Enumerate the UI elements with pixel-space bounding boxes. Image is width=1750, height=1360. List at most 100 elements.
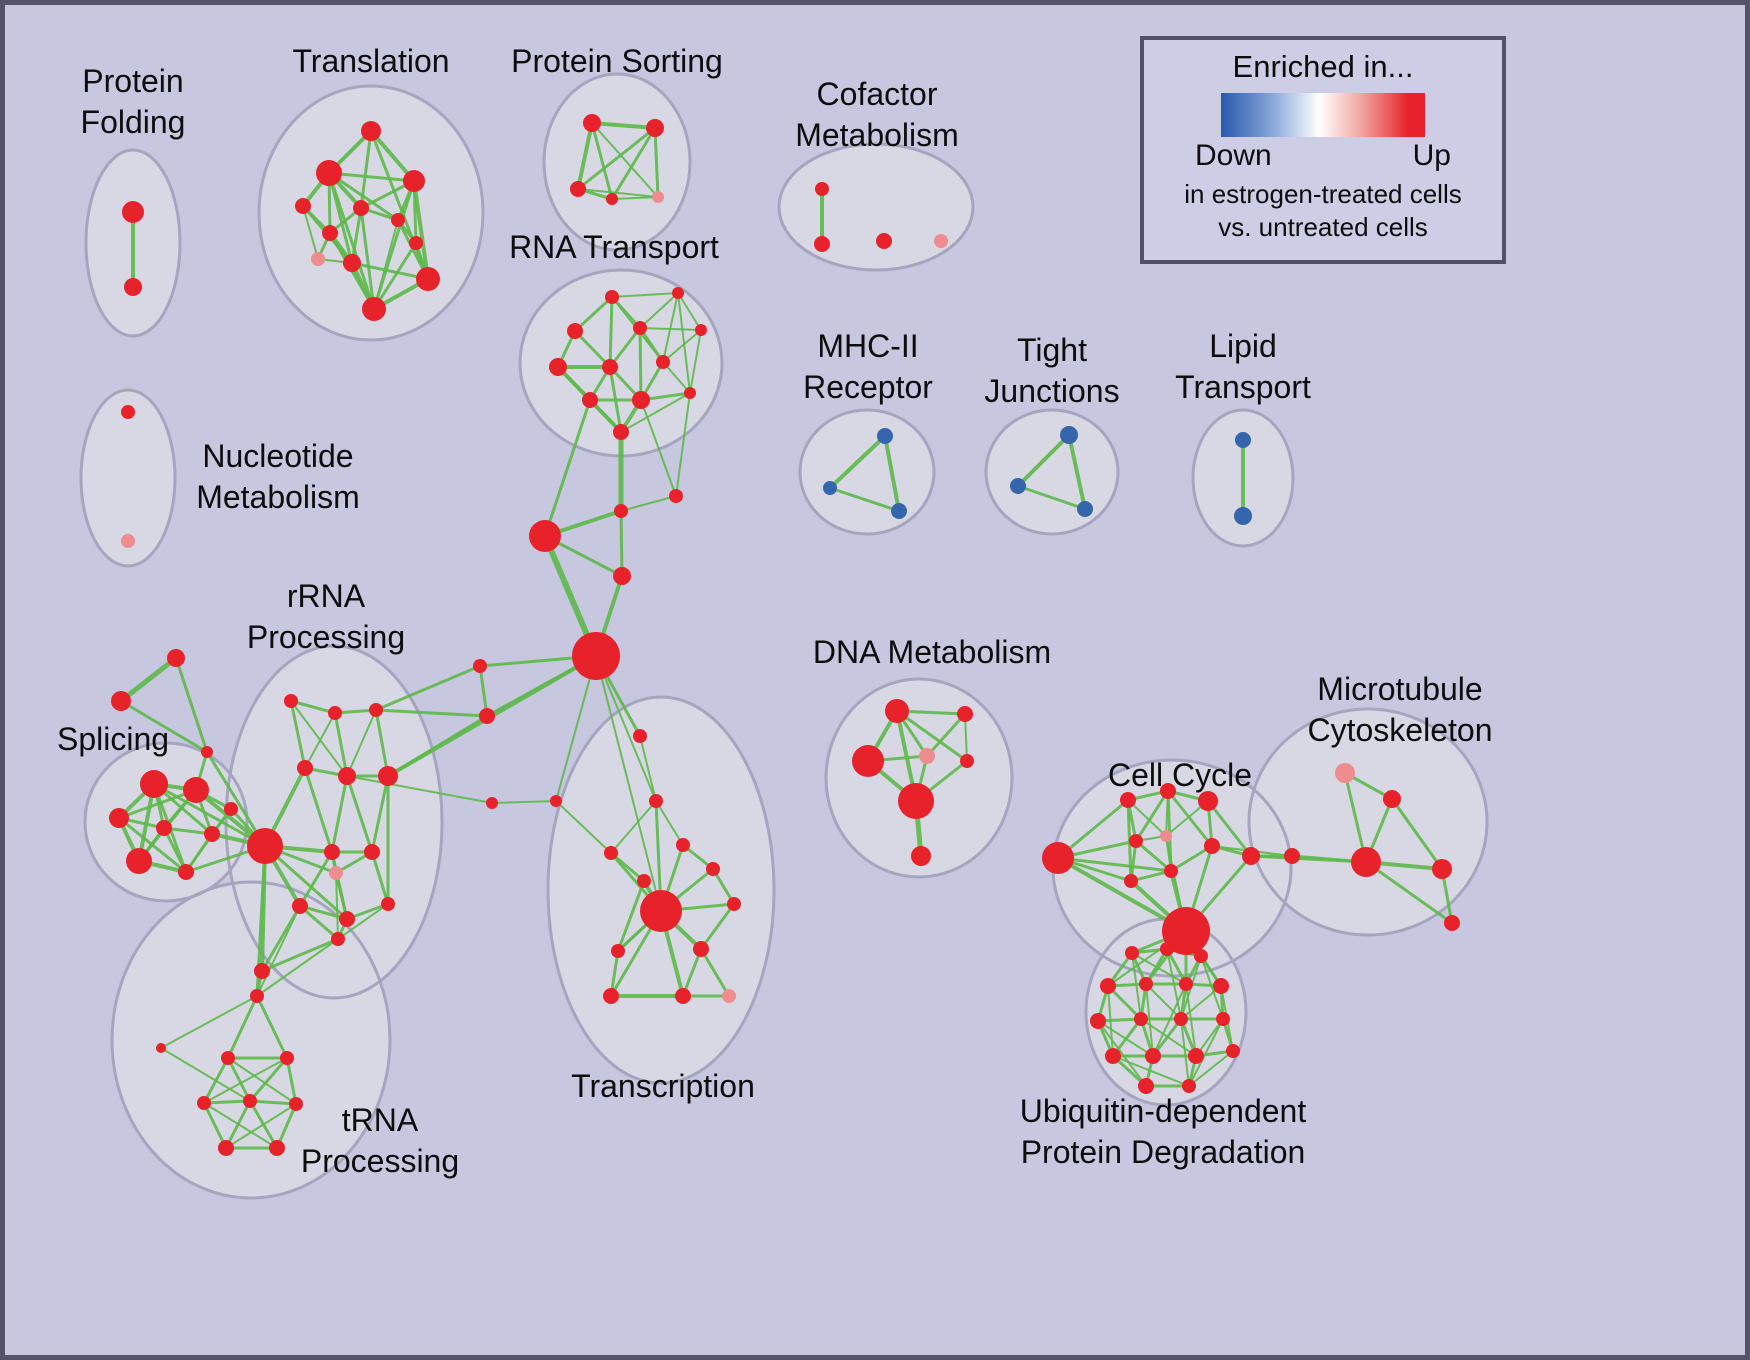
edge: [610, 800, 657, 854]
edge: [303, 766, 334, 854]
cluster-label-nucleotide-metabolism: Nucleotide Metabolism: [196, 438, 360, 515]
node-rrna: [339, 911, 355, 927]
node-mid: [669, 489, 683, 503]
edge: [620, 495, 677, 512]
cluster-outline-mhc-ii-receptor: [798, 408, 936, 536]
edge: [117, 788, 198, 820]
cluster-outline-rrna-processing: [224, 644, 444, 1000]
node-cc: [1198, 791, 1218, 811]
edge: [1200, 955, 1224, 1020]
edge: [1107, 985, 1114, 1057]
cluster-outline-dna-metabolism: [824, 677, 1014, 879]
edge: [1206, 799, 1253, 858]
cluster-ellipse-protein-sorting: [544, 74, 690, 250]
node-nucl: [121, 534, 135, 548]
node-rna: [656, 355, 670, 369]
node-rna: [684, 387, 696, 399]
edge: [369, 129, 430, 281]
cluster-ellipse-nucleotide-metabolism: [81, 390, 175, 566]
edge: [256, 905, 301, 997]
node-trans: [403, 170, 425, 192]
edge: [640, 399, 677, 497]
cluster-label-transcription: Transcription: [571, 1068, 755, 1104]
edge: [1056, 856, 1188, 933]
node-trna: [289, 1097, 303, 1111]
edge: [555, 655, 597, 802]
node-splice: [140, 770, 168, 798]
edge: [555, 800, 612, 854]
node-dna: [898, 783, 934, 819]
edge: [370, 850, 390, 906]
node-ubi: [1226, 1044, 1240, 1058]
edge: [330, 774, 349, 854]
edge: [327, 171, 416, 183]
edge: [662, 329, 702, 363]
node-trna: [218, 1140, 234, 1156]
node-micro: [1351, 847, 1381, 877]
edge: [1127, 799, 1167, 837]
edge: [883, 434, 901, 513]
edge: [576, 121, 594, 191]
cluster-label-lipid-transport: Lipid Transport: [1175, 328, 1311, 405]
edge: [662, 292, 679, 363]
node-txn: [633, 729, 647, 743]
edge: [374, 664, 482, 712]
edge: [162, 826, 214, 836]
node-mid: [572, 632, 620, 680]
legend-down-label: Down: [1195, 139, 1272, 172]
node-micro: [1432, 859, 1452, 879]
node-trans: [353, 200, 369, 216]
edge: [478, 664, 489, 718]
node-splice: [178, 864, 194, 880]
node-trna: [280, 1051, 294, 1065]
node-cc: [1162, 907, 1210, 955]
cluster-outline-microtubule-cytoskeleton: [1247, 707, 1489, 937]
edge: [638, 326, 643, 402]
edge: [256, 938, 339, 997]
cluster-label-splicing: Splicing: [57, 721, 169, 757]
node-trans: [316, 160, 342, 186]
node-rrna: [324, 844, 340, 860]
edge: [374, 708, 390, 778]
edge: [350, 261, 430, 281]
edge: [225, 1103, 297, 1149]
edge: [616, 879, 646, 953]
node-tight: [1010, 478, 1026, 494]
node-rrna: [329, 866, 343, 880]
edge: [681, 947, 703, 998]
cluster-outline-trna-processing: [110, 880, 392, 1200]
node-rrna: [369, 703, 383, 717]
node-txn: [603, 988, 619, 1004]
cluster-label-ubiquitin-degradation: Ubiquitin-dependent Protein Degradation: [1020, 1093, 1307, 1170]
edge: [895, 709, 969, 763]
edge: [327, 171, 400, 222]
node-trna: [243, 1094, 257, 1108]
cluster-ellipse-rna-transport: [520, 270, 722, 456]
node-ubi: [1188, 1048, 1204, 1064]
edge: [1140, 1018, 1197, 1057]
edge: [203, 1102, 278, 1149]
edge: [255, 994, 289, 1060]
node-dna: [852, 745, 884, 777]
cluster-outline-transcription: [546, 695, 776, 1085]
node-splice: [224, 802, 238, 816]
node-txn: [675, 988, 691, 1004]
node-tri: [111, 691, 131, 711]
edge: [1145, 983, 1154, 1057]
node-rna: [613, 424, 629, 440]
legend-box: Enriched in... Down Up in estrogen-treat…: [1140, 36, 1506, 264]
edge: [675, 392, 691, 497]
node-mid: [614, 504, 628, 518]
node-cofa: [934, 234, 948, 248]
node-sort: [652, 191, 664, 203]
cluster-label-rna-transport: RNA Transport: [509, 229, 719, 265]
node-cc: [1242, 847, 1260, 865]
node-trans: [343, 254, 361, 272]
node-trna: [156, 1043, 166, 1053]
node-mid: [479, 708, 495, 724]
edge: [1188, 1018, 1224, 1087]
edge: [639, 735, 657, 802]
edge: [1112, 1055, 1190, 1087]
edge: [372, 241, 418, 311]
node-ubi: [1134, 1012, 1148, 1026]
